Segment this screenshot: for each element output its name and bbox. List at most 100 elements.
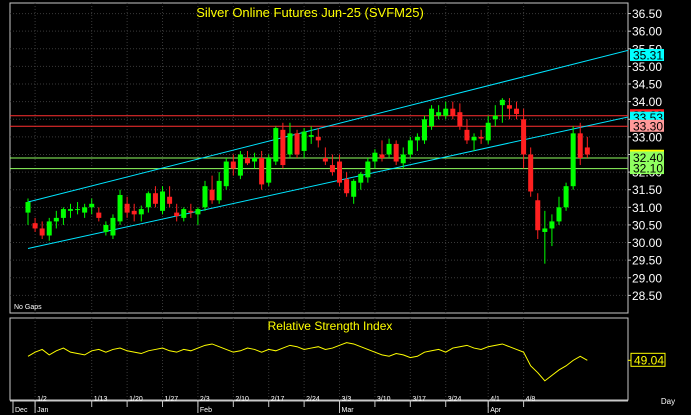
candle-body	[521, 119, 527, 155]
rsi-panel: Relative Strength Index 49.04	[9, 317, 666, 401]
price-tag-box	[630, 162, 664, 175]
candle	[485, 115, 491, 144]
date-tick-label: 1/2	[37, 396, 47, 403]
candle	[167, 186, 173, 208]
candle	[535, 193, 541, 240]
candle-body	[53, 217, 59, 222]
candle	[379, 140, 385, 162]
candle	[506, 98, 512, 120]
candle-body	[372, 152, 378, 162]
candle-body	[471, 136, 477, 141]
price-tick-label: 31.00	[632, 201, 662, 215]
candle	[577, 122, 583, 166]
price-tag: 35.31	[630, 48, 664, 62]
candle	[110, 214, 116, 240]
candle-body	[584, 147, 590, 155]
candle	[499, 98, 505, 123]
candle	[244, 150, 250, 166]
candle	[322, 147, 328, 166]
price-tick-label: 35.00	[632, 60, 662, 74]
candle	[103, 221, 109, 236]
candle-body	[393, 143, 399, 162]
candle	[39, 221, 45, 240]
candle-body	[492, 115, 498, 120]
candle-body	[450, 108, 456, 116]
candle-body	[322, 158, 328, 162]
candle	[82, 203, 88, 218]
candle	[259, 150, 265, 190]
candle-body	[528, 154, 534, 192]
candle	[464, 119, 470, 144]
candle-body	[365, 161, 371, 178]
candle-body	[358, 173, 364, 183]
candle	[117, 189, 123, 225]
price-tick-label: 36.50	[632, 7, 662, 21]
candle	[181, 207, 187, 222]
date-tick-label: 4/1	[490, 396, 500, 403]
candle-body	[67, 209, 73, 211]
candle-body	[294, 133, 300, 155]
day-unit-label: Day	[661, 397, 675, 406]
price-tag-label: 35.31	[633, 48, 663, 62]
candle-body	[273, 128, 279, 162]
date-tick-label: 1/13	[94, 396, 108, 403]
candle	[138, 205, 144, 222]
candle-body	[414, 136, 420, 141]
candle-body	[46, 221, 52, 236]
price-tick-label: 30.50	[632, 218, 662, 232]
candle-body	[82, 207, 88, 213]
candle	[160, 186, 166, 215]
candle-body	[32, 223, 38, 229]
candle-body	[563, 186, 569, 208]
candle	[124, 196, 130, 218]
price-tick-label: 28.50	[632, 289, 662, 303]
candle-body	[429, 108, 435, 127]
candle	[195, 207, 201, 225]
candle-body	[337, 161, 343, 183]
month-label: Mar	[342, 407, 355, 414]
candle-body	[329, 165, 335, 173]
candle-body	[379, 154, 385, 158]
candle-body	[556, 207, 562, 222]
candle	[32, 217, 38, 232]
price-tag: 32.10	[630, 162, 664, 176]
candle-body	[280, 129, 286, 166]
candlestick-series	[25, 98, 590, 264]
candle-body	[485, 122, 491, 141]
candle	[421, 115, 427, 144]
candle	[237, 150, 243, 180]
candle-body	[188, 210, 194, 213]
price-tick-label: 30.00	[632, 236, 662, 250]
candle-body	[259, 158, 265, 185]
date-tick-label: 2/17	[271, 396, 285, 403]
candle-body	[75, 209, 81, 211]
candle-body	[252, 158, 258, 162]
no-gaps-note: No Gaps	[14, 304, 42, 311]
candle-body	[39, 228, 45, 236]
candle	[280, 122, 286, 169]
month-label: Apr	[490, 407, 502, 414]
candle	[223, 158, 229, 190]
candle	[549, 214, 555, 247]
candle	[301, 128, 307, 158]
price-tick-label: 29.00	[632, 271, 662, 285]
candle-body	[96, 212, 102, 218]
candle	[145, 191, 151, 213]
candle-body	[216, 180, 222, 201]
candle-body	[535, 200, 541, 231]
candle-body	[549, 221, 555, 229]
candle	[386, 138, 392, 158]
date-tick-label: 3/10	[377, 396, 391, 403]
candle	[337, 154, 343, 187]
candle	[358, 172, 364, 190]
candle	[230, 154, 236, 176]
price-tag-label: 32.40	[633, 151, 663, 165]
candle-body	[60, 209, 66, 218]
candle	[25, 198, 31, 225]
candle-body	[103, 224, 109, 232]
candle-body	[351, 180, 357, 197]
price-tick-label: 34.00	[632, 95, 662, 109]
candle-body	[202, 186, 208, 208]
candle-body	[570, 133, 576, 187]
